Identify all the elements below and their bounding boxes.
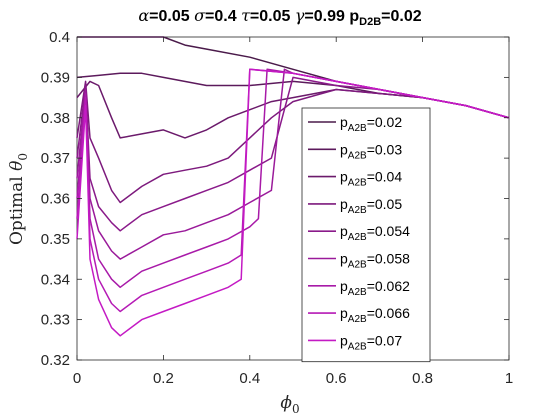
title-part: τ (241, 6, 251, 25)
series-line-7 (76, 68, 510, 313)
series-line-3 (76, 80, 510, 204)
y-axis-label-text: Optimal θ0 (7, 153, 30, 245)
series-line-2 (76, 80, 510, 139)
legend-box (301, 107, 431, 363)
y-axis-label: Optimal θ0 (7, 153, 30, 245)
y-axis-ticks: 0.32 0.33 0.34 0.35 0.36 0.37 0.38 0.39 0.4 (41, 29, 509, 369)
y-tick-label: 0.36 (41, 191, 70, 208)
y-tick-label: 0.32 (41, 352, 70, 369)
legend-label: pA2B=0.04 (340, 169, 402, 189)
x-tick-label: 0.6 (326, 370, 347, 387)
title-part: σ (194, 6, 206, 25)
x-tick-label: 0.8 (412, 370, 433, 387)
legend-label: pA2B=0.07 (340, 332, 402, 352)
legend-label: pA2B=0.066 (340, 305, 410, 325)
title-part: γ (295, 6, 305, 25)
legend-label: pA2B=0.058 (340, 251, 410, 271)
title-part: =0.4 (205, 8, 241, 25)
series-line-8 (76, 68, 510, 337)
x-tick-label: 0.4 (239, 370, 260, 387)
title-part: =0.05 (250, 8, 295, 25)
x-axis-label: ϕ0 (280, 393, 299, 416)
y-tick-label: 0.33 (41, 312, 70, 329)
legend-label: pA2B=0.03 (340, 141, 402, 161)
y-tick-label: 0.37 (41, 150, 70, 167)
y-tick-label: 0.39 (41, 69, 70, 86)
legend-label: pA2B=0.062 (340, 278, 410, 298)
title-part: =0.05 (149, 8, 194, 25)
x-tick-label: 0 (73, 370, 81, 387)
legend-label: pA2B=0.05 (340, 196, 402, 216)
x-axis-label-text: ϕ0 (280, 393, 299, 416)
chart-title-text: α=0.05 σ=0.4 τ=0.05 γ=0.99 pD2B=0.02 (138, 6, 421, 28)
y-tick-label: 0.34 (41, 271, 70, 288)
y-tick-label: 0.4 (49, 29, 70, 46)
x-tick-label: 1 (505, 370, 513, 387)
legend-label: pA2B=0.054 (340, 223, 410, 243)
y-tick-label: 0.35 (41, 231, 70, 248)
title-part: =0.02 (381, 8, 422, 25)
series-line-4 (76, 76, 510, 232)
x-tick-label: 0.2 (153, 370, 174, 387)
plot-area (76, 36, 510, 361)
series-lines (76, 36, 510, 337)
legend: pA2B=0.02 pA2B=0.03 pA2B=0.04 pA2B=0.05 pA2B… (301, 107, 431, 363)
chart-title: α=0.05 σ=0.4 τ=0.05 γ=0.99 pD2B=0.02 (138, 6, 421, 28)
title-part: α (138, 6, 149, 25)
title-part: D2B (359, 16, 381, 28)
x-axis-ticks: 0 0.2 0.4 0.6 0.8 1 (73, 37, 513, 387)
title-part: p (349, 8, 359, 25)
legend-label: pA2B=0.02 (340, 114, 402, 134)
y-tick-label: 0.38 (41, 110, 70, 127)
title-part: =0.99 (304, 8, 349, 25)
